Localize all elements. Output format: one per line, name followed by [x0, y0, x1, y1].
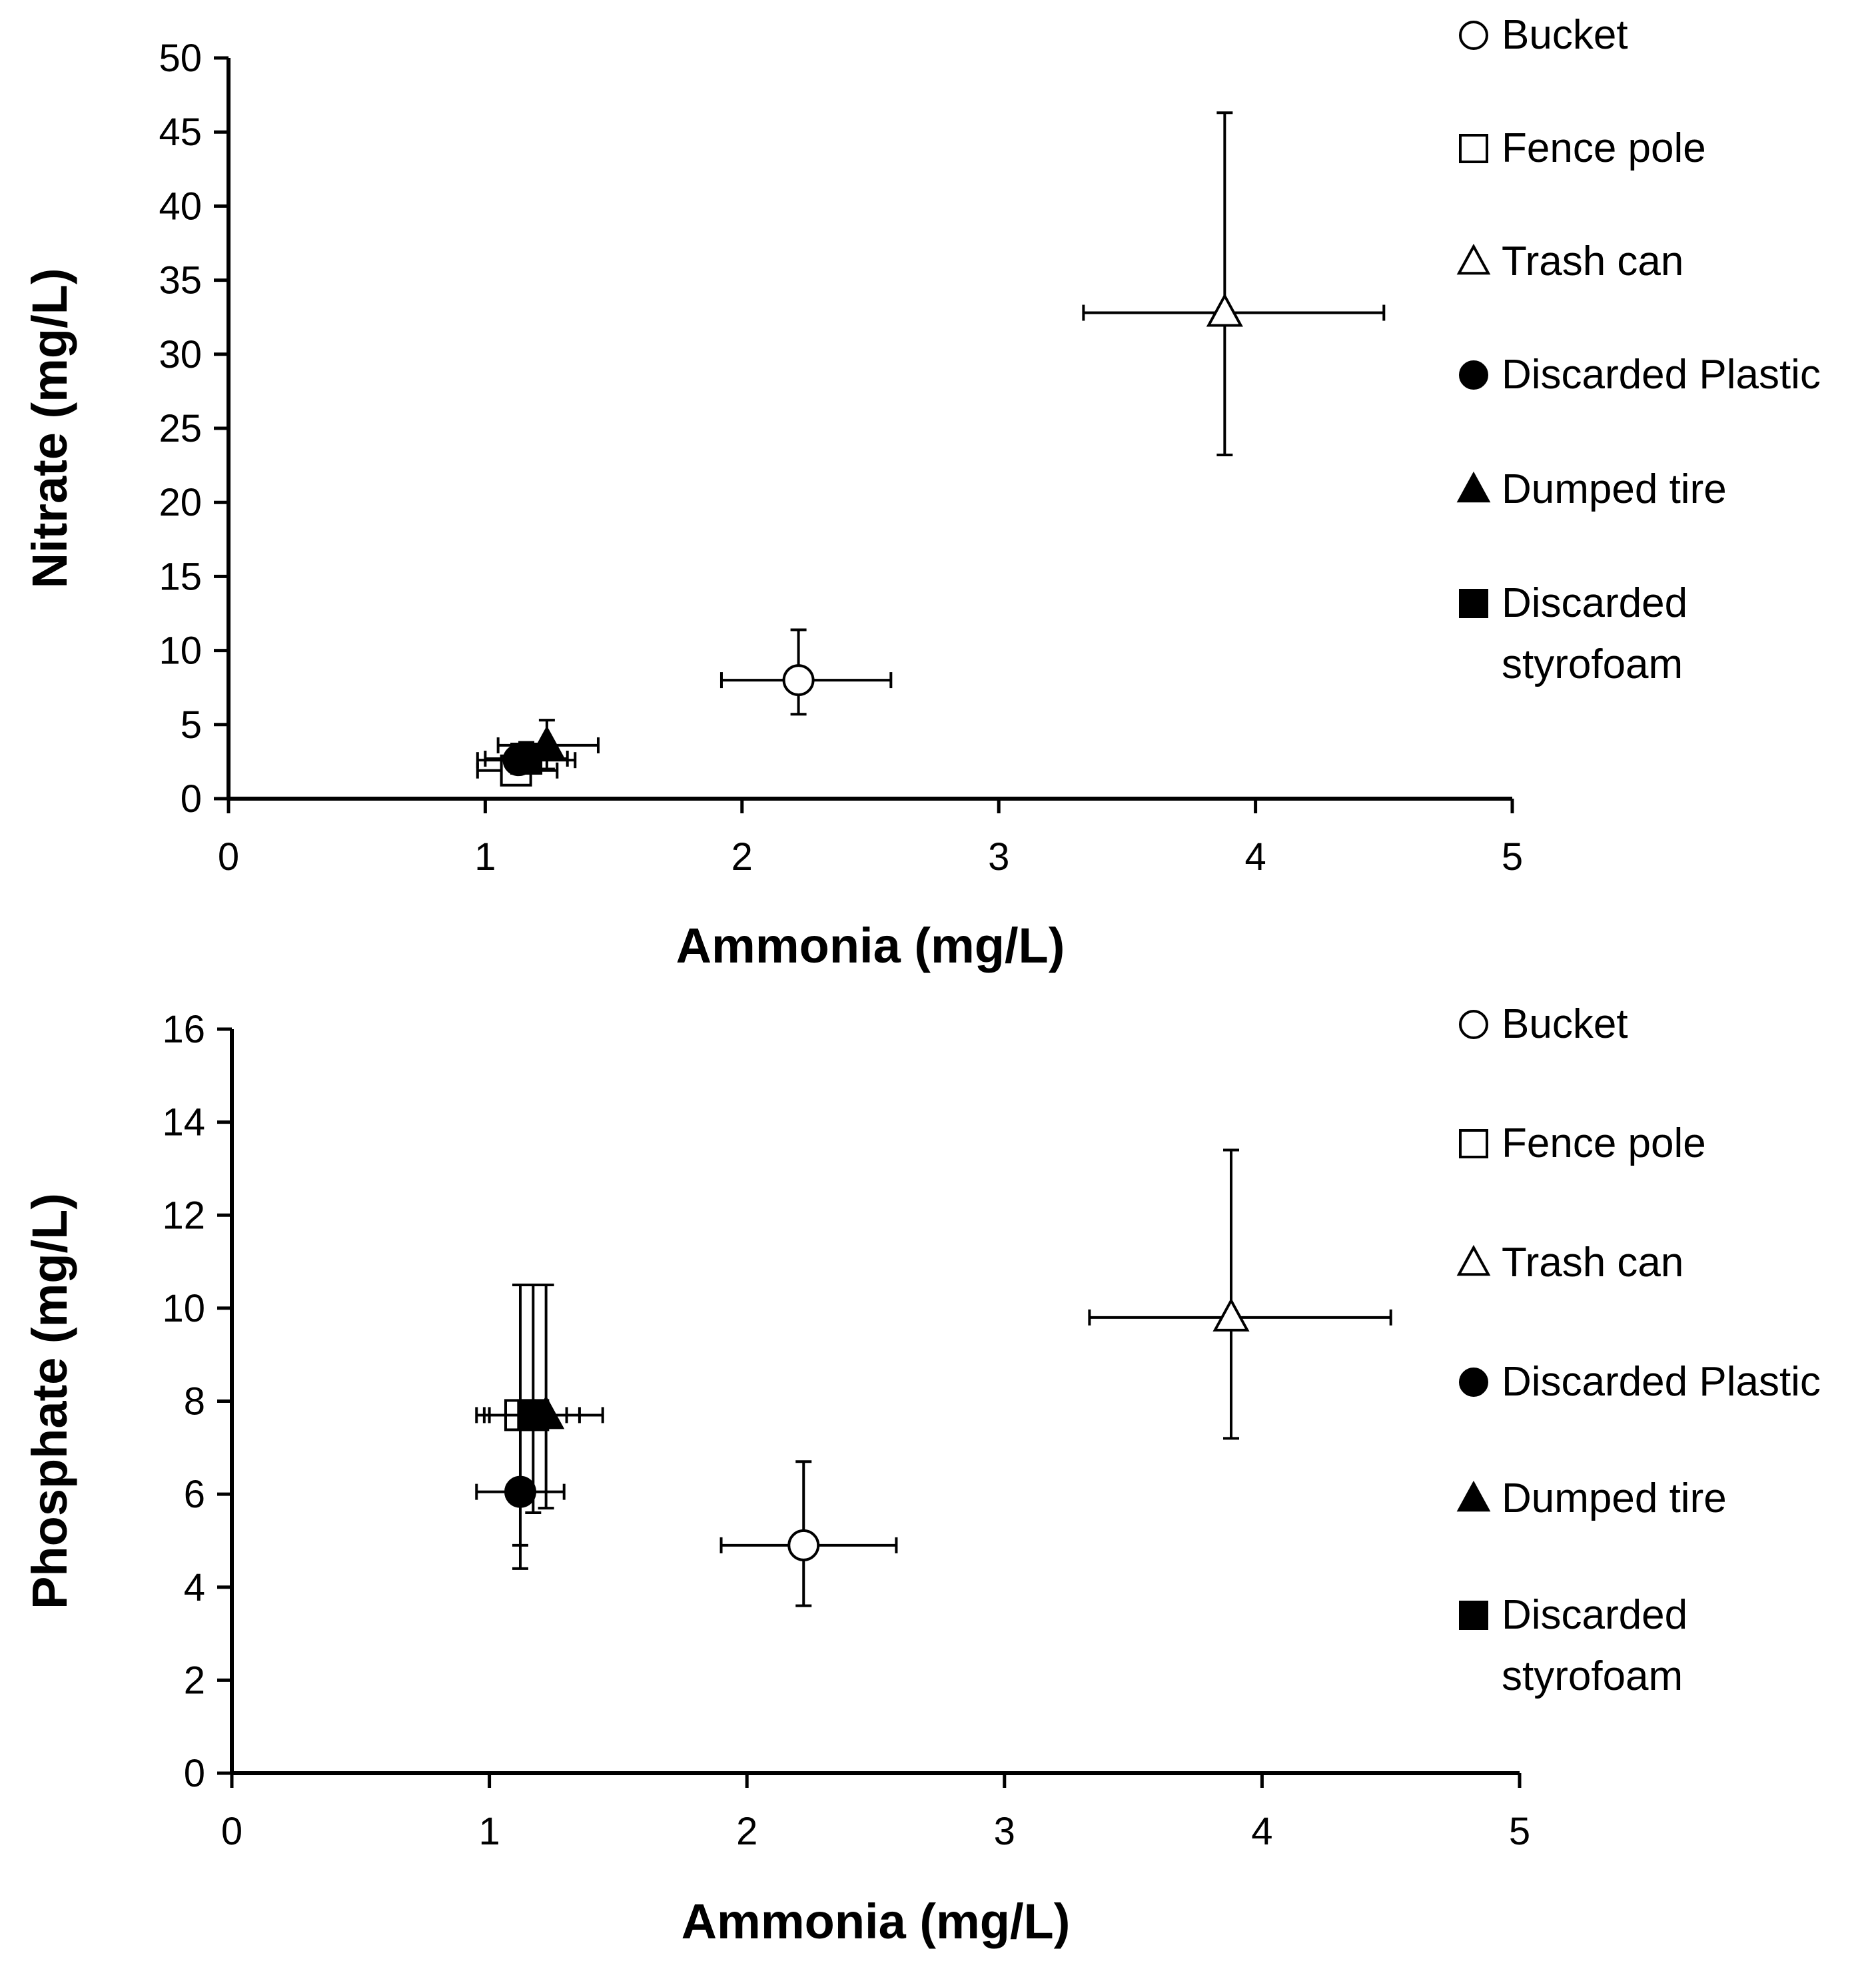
data-point [719, 628, 893, 716]
legend-label: Trash can [1502, 238, 1683, 284]
y-tick-label: 8 [184, 1380, 205, 1423]
y-tick-label: 35 [159, 259, 202, 302]
legend-marker-square-filled [1459, 1601, 1488, 1630]
y-tick-label: 12 [162, 1194, 205, 1237]
legend-marker-triangle-open [1456, 243, 1491, 275]
marker-triangle-open [1206, 293, 1243, 327]
legend-marker-circle-open [1459, 1010, 1488, 1039]
legend-item: Discarded Plastic [1459, 352, 1821, 398]
y-tick-label: 4 [184, 1566, 205, 1609]
y-tick-label: 0 [184, 1752, 205, 1795]
y-tick-label: 30 [159, 333, 202, 376]
data-point [482, 1283, 581, 1515]
legend-label: Discarded Plastic [1502, 352, 1821, 398]
x-tick-label: 5 [1509, 1810, 1530, 1853]
y-tick-label: 25 [159, 407, 202, 450]
legend-item: Fence pole [1459, 125, 1706, 171]
marker-circle-open [787, 1529, 820, 1561]
legend-item: Bucket [1459, 12, 1628, 58]
legend-label: Discarded styrofoam [1502, 580, 1687, 687]
data-point [719, 1460, 898, 1607]
legend-item: Trash can [1456, 238, 1683, 284]
legend-label: Discarded Plastic [1502, 1359, 1821, 1405]
legend-marker-square-open [1459, 134, 1488, 163]
legend-item: Dumped tire [1456, 466, 1727, 512]
x-tick-label: 5 [1502, 835, 1523, 879]
x-tick-label: 2 [731, 835, 753, 879]
data-point [488, 1283, 604, 1510]
legend-label-line: styrofoam [1502, 1653, 1683, 1699]
y-tick-label: 50 [159, 37, 202, 80]
x-axis-title: Ammonia (mg/L) [682, 1894, 1071, 1949]
legend-label: Dumped tire [1502, 1475, 1727, 1521]
legend-label: Discarded styrofoam [1502, 1592, 1687, 1699]
x-tick-label: 1 [474, 835, 496, 879]
y-tick-label: 5 [181, 703, 202, 747]
x-tick-label: 1 [478, 1810, 500, 1853]
data-point [1082, 111, 1386, 457]
legend-label-line: Discarded [1502, 1592, 1687, 1638]
legend-item: Dumped tire [1456, 1475, 1727, 1521]
marker-circle-open [782, 664, 815, 697]
legend-item: Discarded styrofoam [1459, 1592, 1687, 1699]
x-axis-title: Ammonia (mg/L) [676, 918, 1065, 973]
x-tick-label: 3 [988, 835, 1009, 879]
legend-label: Trash can [1502, 1240, 1683, 1286]
marker-triangle-open [1212, 1298, 1250, 1332]
legend: Bucket Fence pole Trash can Discarded Plast… [1456, 12, 1821, 687]
legend-item: Trash can [1456, 1240, 1683, 1286]
y-tick-label: 16 [162, 1008, 205, 1051]
legend-label: Fence pole [1502, 1120, 1706, 1166]
legend-label: Bucket [1502, 12, 1628, 58]
x-tick-label: 4 [1244, 835, 1266, 879]
legend-marker-circle-open [1459, 21, 1488, 50]
y-tick-label: 20 [159, 481, 202, 524]
y-axis-title: Nitrate (mg/L) [22, 268, 77, 589]
legend-marker-triangle-open [1456, 1244, 1491, 1276]
x-tick-label: 0 [221, 1810, 242, 1853]
legend-marker-square-filled [1459, 589, 1488, 618]
legend-marker-square-open [1459, 1129, 1488, 1158]
y-axis-title: Phosphate (mg/L) [22, 1193, 77, 1609]
legend-label: Fence pole [1502, 125, 1706, 171]
legend-label: Bucket [1502, 1001, 1628, 1047]
x-tick-label: 0 [218, 835, 239, 879]
y-tick-label: 6 [184, 1473, 205, 1516]
data-point [475, 1413, 566, 1570]
legend-label-line: Discarded [1502, 580, 1687, 626]
legend-label-line: styrofoam [1502, 641, 1683, 687]
data-point [484, 741, 569, 775]
y-tick-label: 0 [181, 777, 202, 821]
marker-circle-filled [504, 1475, 536, 1508]
y-tick-label: 10 [159, 629, 202, 673]
legend-marker-circle-filled [1459, 1368, 1488, 1397]
marker-square-filled [510, 742, 543, 775]
legend-marker-triangle-filled [1456, 471, 1491, 503]
marker-square-filled [517, 1399, 550, 1431]
y-tick-label: 10 [162, 1287, 205, 1330]
legend-label: Dumped tire [1502, 466, 1727, 512]
y-tick-label: 2 [184, 1659, 205, 1702]
legend-item: Discarded styrofoam [1459, 580, 1687, 687]
y-tick-label: 15 [159, 555, 202, 598]
x-tick-label: 2 [736, 1810, 757, 1853]
legend-item: Bucket [1459, 1001, 1628, 1047]
legend-marker-circle-filled [1459, 360, 1488, 390]
x-tick-label: 4 [1251, 1810, 1272, 1853]
x-tick-label: 3 [994, 1810, 1015, 1853]
y-tick-label: 14 [162, 1101, 205, 1144]
legend-item: Discarded Plastic [1459, 1359, 1821, 1405]
legend-item: Fence pole [1459, 1120, 1706, 1166]
y-tick-label: 45 [159, 111, 202, 154]
data-point [1088, 1148, 1392, 1440]
legend: Bucket Fence pole Trash can Discarded Plast… [1456, 1001, 1821, 1699]
y-tick-label: 40 [159, 185, 202, 228]
legend-marker-triangle-filled [1456, 1480, 1491, 1512]
